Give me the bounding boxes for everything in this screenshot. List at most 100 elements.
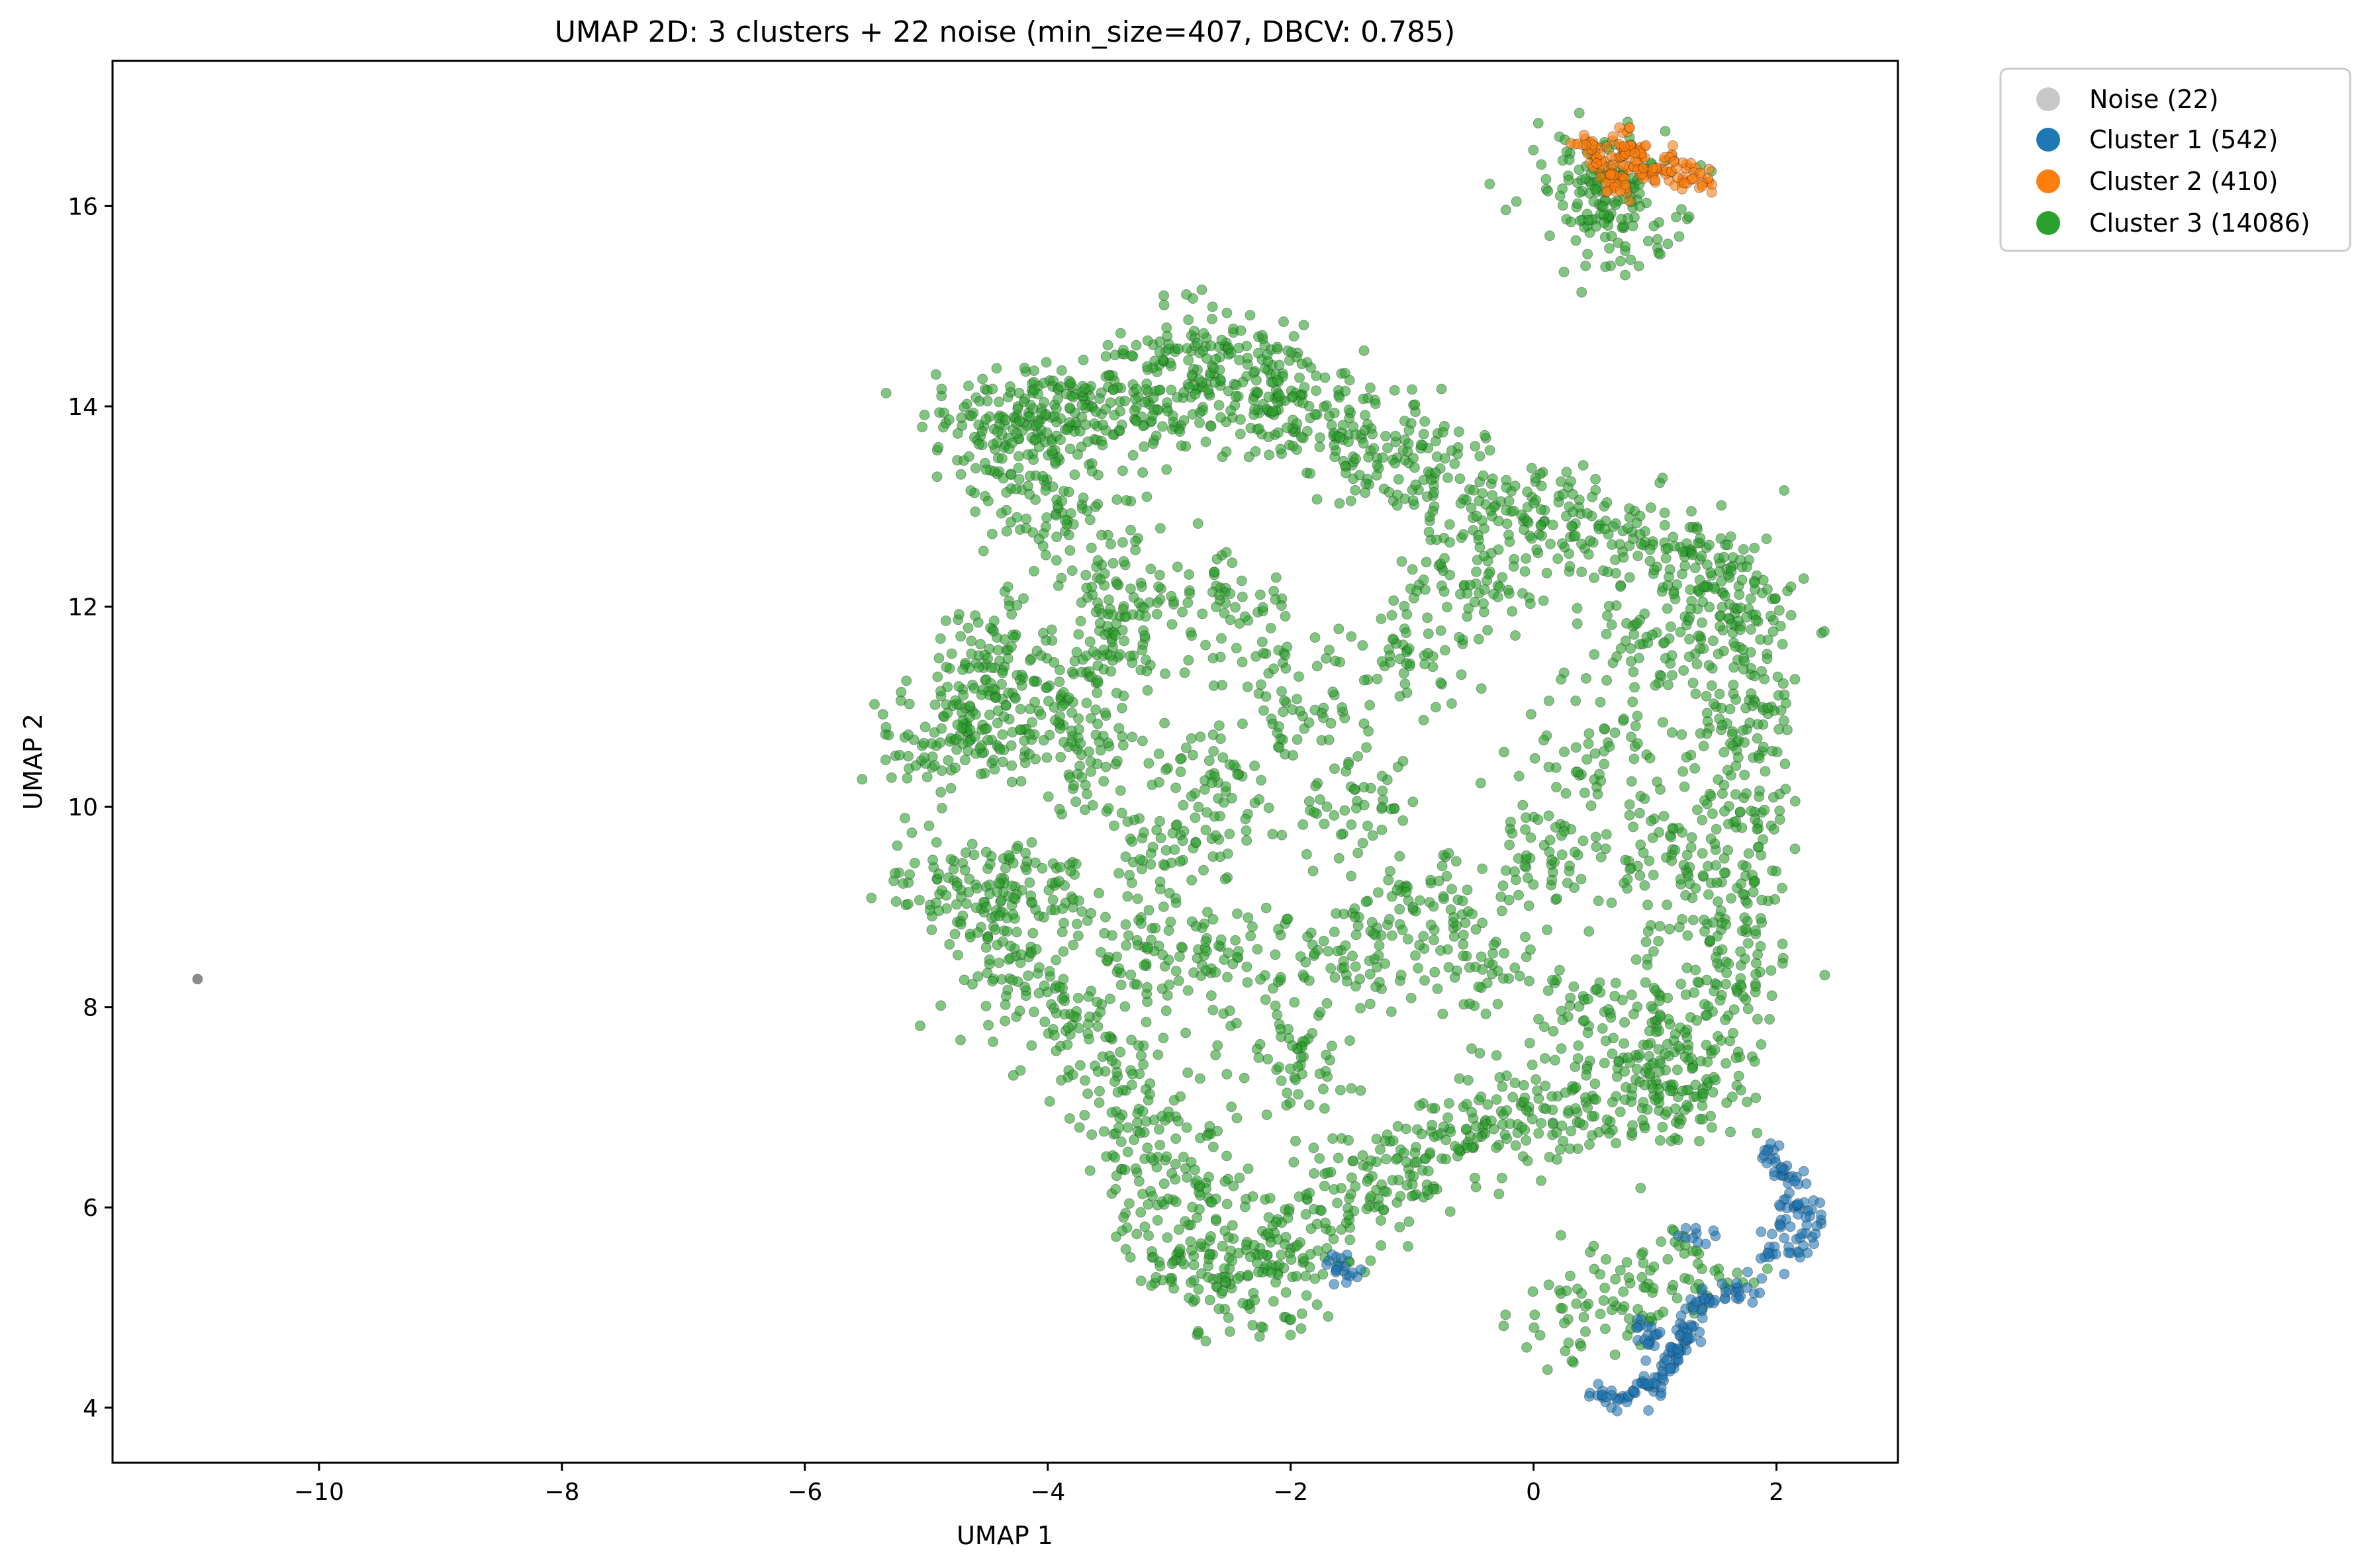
cluster-3-point xyxy=(1498,747,1509,758)
cluster-3-point xyxy=(1381,1186,1392,1197)
cluster-3-point xyxy=(1252,944,1263,955)
cluster-3-point xyxy=(1016,680,1027,691)
cluster-3-point xyxy=(1542,1364,1553,1375)
cluster-3-point xyxy=(963,622,974,633)
cluster-3-point xyxy=(1056,1075,1066,1085)
cluster-3-point xyxy=(1329,810,1340,821)
cluster-3-point xyxy=(1138,1059,1149,1070)
cluster-3-point xyxy=(1115,1046,1126,1058)
cluster-3-point xyxy=(1352,751,1364,762)
cluster-3-point xyxy=(1632,738,1643,749)
cluster-3-point xyxy=(1510,630,1521,641)
cluster-3-point xyxy=(1372,459,1383,471)
cluster-3-point xyxy=(1734,624,1746,635)
cluster-3-point xyxy=(1003,850,1014,861)
cluster-3-point xyxy=(1035,650,1047,661)
cluster-3-point xyxy=(1035,709,1047,720)
cluster-3-point xyxy=(1000,414,1012,426)
cluster-3-point xyxy=(880,755,891,766)
cluster-3-point xyxy=(1196,284,1207,295)
cluster-3-point xyxy=(1343,1134,1354,1146)
cluster-3-point xyxy=(1711,877,1723,888)
cluster-3-point xyxy=(1111,578,1123,590)
cluster-1-point xyxy=(1774,1220,1785,1231)
cluster-3-point xyxy=(976,740,987,751)
cluster-3-point xyxy=(1380,430,1391,441)
cluster-3-point xyxy=(1122,1122,1133,1133)
cluster-3-point xyxy=(1439,453,1450,464)
cluster-3-point xyxy=(1242,977,1253,988)
cluster-3-point xyxy=(980,1001,992,1011)
cluster-3-point xyxy=(1355,1003,1366,1014)
cluster-3-point xyxy=(1697,870,1709,881)
cluster-3-point xyxy=(1062,424,1073,436)
cluster-3-point xyxy=(1187,1201,1198,1213)
cluster-3-point xyxy=(914,1020,925,1031)
cluster-3-point xyxy=(1409,462,1420,473)
cluster-3-point xyxy=(1057,700,1068,712)
cluster-3-point xyxy=(1110,629,1121,641)
cluster-3-point xyxy=(1583,549,1594,560)
cluster-3-point xyxy=(926,924,937,935)
cluster-3-point xyxy=(1210,967,1221,978)
cluster-3-point xyxy=(1735,555,1746,565)
cluster-3-point xyxy=(1401,687,1413,698)
cluster-3-point xyxy=(1455,498,1466,509)
cluster-3-point xyxy=(970,610,981,621)
cluster-3-point xyxy=(1522,486,1533,498)
cluster-3-point xyxy=(1189,1164,1200,1176)
cluster-1-point xyxy=(1773,1199,1785,1211)
cluster-3-point xyxy=(1589,1078,1601,1089)
cluster-1-point xyxy=(1643,1405,1654,1416)
cluster-3-point xyxy=(1204,1121,1215,1132)
cluster-3-point xyxy=(1525,598,1536,610)
cluster-3-point xyxy=(1686,506,1697,517)
cluster-3-point xyxy=(1702,1056,1713,1068)
cluster-3-point xyxy=(957,664,968,675)
cluster-3-point xyxy=(1493,516,1504,527)
cluster-3-point xyxy=(1043,791,1054,802)
cluster-3-point xyxy=(930,369,941,380)
cluster-3-point xyxy=(1275,972,1286,983)
cluster-3-point xyxy=(1749,670,1760,682)
cluster-3-point xyxy=(1158,1178,1170,1189)
cluster-3-point xyxy=(1818,625,1830,637)
y-tick-label: 10 xyxy=(68,794,98,821)
cluster-3-point xyxy=(1684,633,1695,645)
cluster-3-point xyxy=(1752,733,1763,744)
cluster-3-point xyxy=(892,840,903,851)
cluster-3-point xyxy=(1266,1267,1277,1278)
cluster-3-point xyxy=(1397,815,1409,826)
cluster-3-point xyxy=(1681,1099,1693,1111)
cluster-3-point xyxy=(1598,1295,1609,1306)
cluster-2-point xyxy=(1601,141,1613,152)
cluster-3-point xyxy=(1548,1026,1559,1037)
cluster-3-point xyxy=(1376,1240,1387,1251)
cluster-3-point xyxy=(1018,396,1029,408)
cluster-3-point xyxy=(903,751,914,762)
cluster-3-point xyxy=(1346,870,1356,882)
cluster-3-point xyxy=(1672,1064,1683,1076)
cluster-3-point xyxy=(1215,633,1227,644)
cluster-3-point xyxy=(929,760,940,771)
cluster-3-point xyxy=(1365,1255,1376,1266)
cluster-3-point xyxy=(1052,393,1063,404)
cluster-2-point xyxy=(1706,187,1717,198)
cluster-3-point xyxy=(1067,1069,1078,1080)
cluster-1-point xyxy=(1755,1253,1766,1264)
cluster-3-point xyxy=(1082,505,1093,516)
cluster-3-point xyxy=(1157,354,1168,365)
cluster-3-point xyxy=(1083,991,1094,1002)
cluster-3-point xyxy=(1021,523,1032,533)
cluster-3-point xyxy=(1065,866,1076,877)
cluster-3-point xyxy=(1384,913,1395,925)
cluster-3-point xyxy=(1572,1053,1583,1064)
cluster-3-point xyxy=(1215,934,1227,945)
cluster-3-point xyxy=(1098,1126,1109,1137)
cluster-3-point xyxy=(1446,884,1458,895)
y-tick-label: 14 xyxy=(68,394,98,421)
cluster-3-point xyxy=(1065,377,1076,389)
cluster-3-point xyxy=(973,419,984,430)
cluster-3-point xyxy=(889,868,900,879)
